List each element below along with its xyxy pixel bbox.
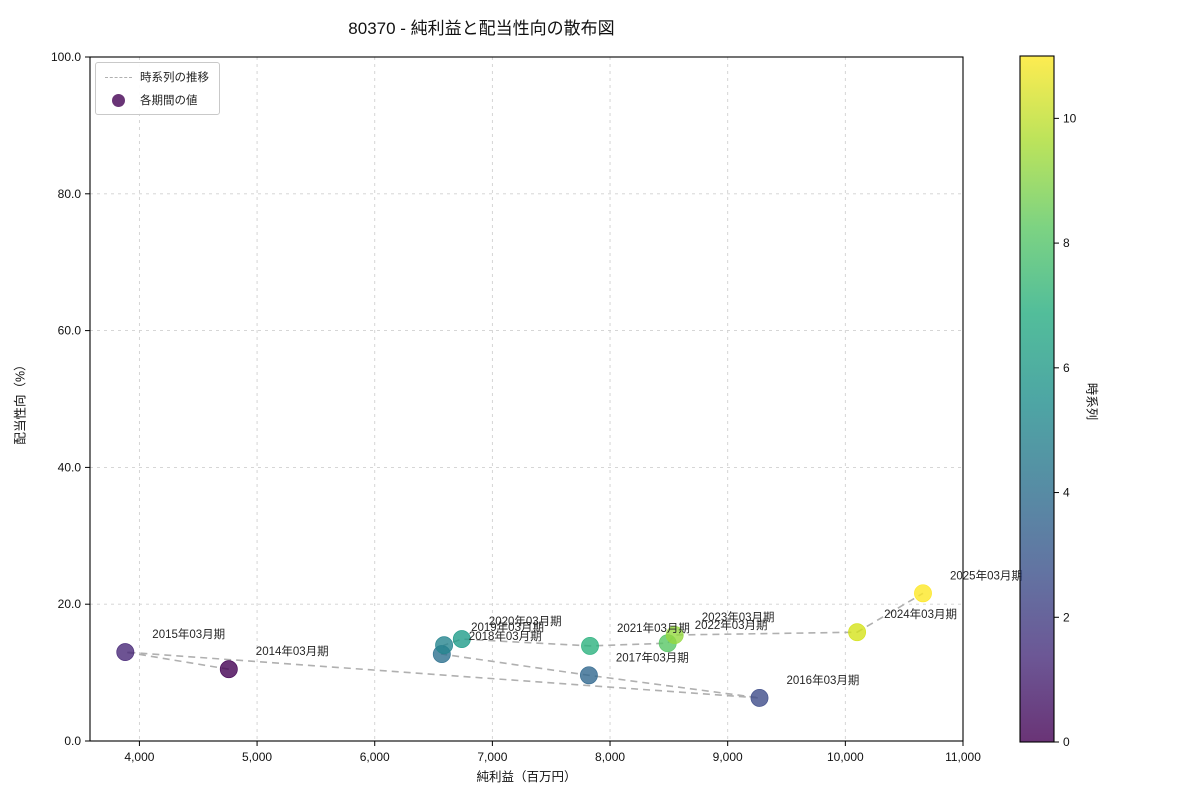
y-tick-label: 20.0 <box>58 597 82 611</box>
data-point-9 <box>665 626 684 644</box>
x-tick-label: 11,000 <box>945 750 981 764</box>
plot-border <box>89 56 964 742</box>
point-annotation: 2019年03月期 <box>471 620 544 634</box>
point-annotation: 2015年03月期 <box>152 627 225 641</box>
point-annotation: 2023年03月期 <box>702 610 775 624</box>
colorbar-tick-label: 0 <box>1063 735 1070 749</box>
y-tick-label: 60.0 <box>58 324 82 338</box>
y-axis-label: 配当性向（%） <box>13 358 28 445</box>
chart-title: 80370 - 純利益と配当性向の散布図 <box>348 19 615 38</box>
colorbar-tick-label: 6 <box>1063 361 1070 375</box>
point-annotation: 2014年03月期 <box>256 644 329 658</box>
y-tick-label: 40.0 <box>58 460 82 474</box>
legend-item-trend: 時系列の推移 <box>105 69 209 85</box>
x-tick-label: 8,000 <box>595 750 625 764</box>
point-annotation: 2025年03月期 <box>950 568 1023 582</box>
data-point-5 <box>435 636 454 655</box>
x-tick-label: 9,000 <box>713 750 743 764</box>
point-annotation: 2020年03月期 <box>489 614 562 628</box>
colorbar-tick-label: 4 <box>1063 486 1070 500</box>
data-point-7 <box>581 636 599 655</box>
point-annotation: 2022年03月期 <box>695 618 768 632</box>
data-point-0 <box>219 660 238 679</box>
y-tick-label: 80.0 <box>58 187 82 201</box>
scatter-marker-icon <box>112 93 125 107</box>
x-axis-label: 純利益（百万円） <box>476 770 577 784</box>
data-point-6 <box>452 630 471 649</box>
trend-line <box>125 592 924 699</box>
x-tick-label: 4,000 <box>124 750 154 764</box>
data-point-3 <box>579 666 598 685</box>
colorbar-tick-label: 10 <box>1063 111 1077 125</box>
data-point-10 <box>848 623 867 642</box>
x-tick-label: 5,000 <box>242 750 272 764</box>
legend-item-points: 各期間の値 <box>105 92 209 108</box>
data-point-2 <box>750 688 769 707</box>
legend: 時系列の推移 各期間の値 <box>95 62 220 115</box>
legend-points-label: 各期間の値 <box>140 95 198 107</box>
colorbar-tick-label: 8 <box>1063 236 1070 250</box>
y-tick-label: 100.0 <box>51 50 81 64</box>
colorbar-tick-label: 2 <box>1063 610 1070 624</box>
x-tick-label: 10,000 <box>827 750 864 764</box>
colorbar-label: 時系列 <box>1084 382 1099 421</box>
point-annotation: 2018年03月期 <box>469 629 542 643</box>
point-annotation: 2017年03月期 <box>616 650 689 664</box>
x-tick-label: 7,000 <box>477 750 507 764</box>
x-tick-label: 6,000 <box>360 750 390 764</box>
legend-trend-label: 時系列の推移 <box>140 72 209 84</box>
dashed-line-icon <box>105 76 132 78</box>
point-annotation: 2024年03月期 <box>884 607 957 621</box>
y-tick-label: 0.0 <box>64 734 81 748</box>
point-annotation: 2016年03月期 <box>787 673 860 687</box>
point-annotation: 2021年03月期 <box>617 621 690 635</box>
data-point-1 <box>116 643 135 662</box>
colorbar-border <box>1019 55 1055 743</box>
data-point-11 <box>914 584 932 603</box>
colorbar <box>1020 56 1054 742</box>
